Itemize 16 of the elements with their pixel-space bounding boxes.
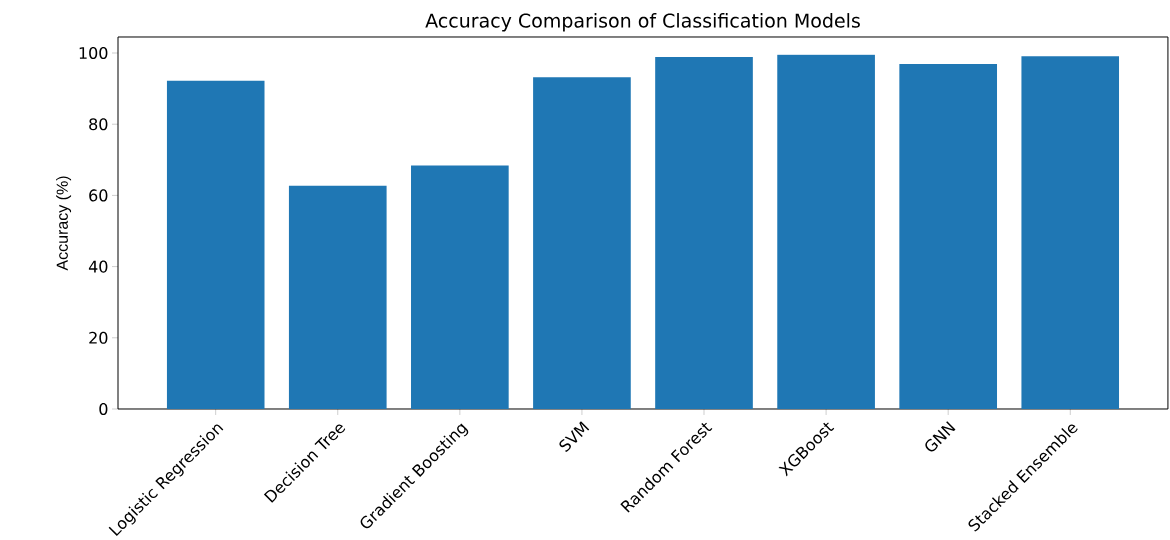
bar: [411, 165, 509, 409]
y-axis-title: Accuracy (%): [56, 176, 72, 271]
y-tick-label: 0: [99, 402, 108, 416]
chart-title: Accuracy Comparison of Classification Models: [425, 13, 860, 32]
bar: [533, 77, 631, 409]
y-tick-label: 100: [79, 46, 108, 60]
y-tick-label: 40: [88, 260, 108, 273]
y-tick-label: 20: [89, 331, 108, 344]
y-tick-label: 60: [89, 189, 108, 202]
bar: [166, 80, 265, 409]
bar: [655, 56, 753, 409]
bar: [288, 185, 387, 409]
y-tick-label: 80: [89, 118, 108, 131]
bar: [1021, 56, 1120, 409]
bar: [899, 64, 998, 409]
bar: [777, 54, 875, 409]
